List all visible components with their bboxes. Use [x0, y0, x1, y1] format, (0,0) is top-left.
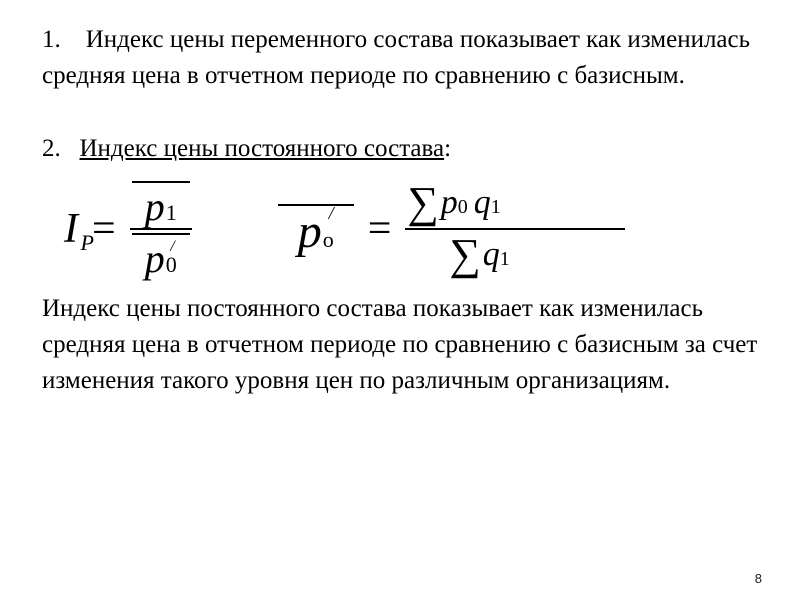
- sigma-icon: ∑: [407, 181, 438, 225]
- sub-0: 0: [166, 254, 177, 276]
- sum-denominator: ∑ q 1: [405, 233, 511, 277]
- paragraph-2-heading: 2. Индекс цены постоянного состава:: [42, 131, 758, 167]
- symbol-I-sub: P: [81, 232, 94, 254]
- sum-numerator: ∑ p 0 q 1: [405, 181, 502, 225]
- symbol-I-letter: I: [64, 206, 78, 252]
- p0-prime-bar: p / 0: [132, 233, 190, 277]
- sigma-icon: ∑: [449, 233, 480, 277]
- list-number: 2.: [42, 135, 61, 162]
- formula-right: p / о = ∑ p 0 q 1: [278, 181, 626, 277]
- paragraph-2-colon: :: [444, 135, 451, 162]
- sub-1: 1: [166, 202, 177, 224]
- page-number: 8: [755, 571, 762, 586]
- list-number: 1.: [42, 26, 61, 53]
- prime-mark: /: [329, 204, 334, 222]
- equals-sign: =: [368, 208, 392, 250]
- sub-o: о: [323, 229, 334, 251]
- term-p0: p 0: [441, 185, 468, 220]
- term-q1: q 1: [483, 237, 510, 272]
- document-slide: 1. Индекс цены переменного состава показ…: [0, 0, 800, 600]
- p1-bar: p 1: [132, 181, 190, 225]
- var-p: p /: [145, 241, 165, 277]
- formula-left: I P = p 1: [64, 181, 192, 277]
- paragraph-1-text: Индекс цены переменного состава показыва…: [42, 26, 750, 89]
- symbol-I: I P: [64, 208, 78, 250]
- fraction-left: p 1 p / 0: [130, 181, 192, 277]
- var-p: p: [145, 189, 165, 225]
- equals-sign: =: [92, 208, 116, 250]
- var-p: p /: [298, 210, 322, 253]
- formula-block: I P = p 1: [42, 167, 758, 291]
- paragraph-3: Индекс цены постоянного состава показыва…: [42, 291, 758, 400]
- paragraph-1: 1. Индекс цены переменного состава показ…: [42, 22, 758, 95]
- prime-mark: /: [170, 239, 174, 255]
- term-q1: q 1: [474, 185, 501, 220]
- p0-prime-bar-lhs: p / о: [278, 204, 354, 253]
- sum-fraction: ∑ p 0 q 1 ∑ q 1: [405, 181, 625, 277]
- paragraph-2-underlined: Индекс цены постоянного состава: [80, 135, 445, 162]
